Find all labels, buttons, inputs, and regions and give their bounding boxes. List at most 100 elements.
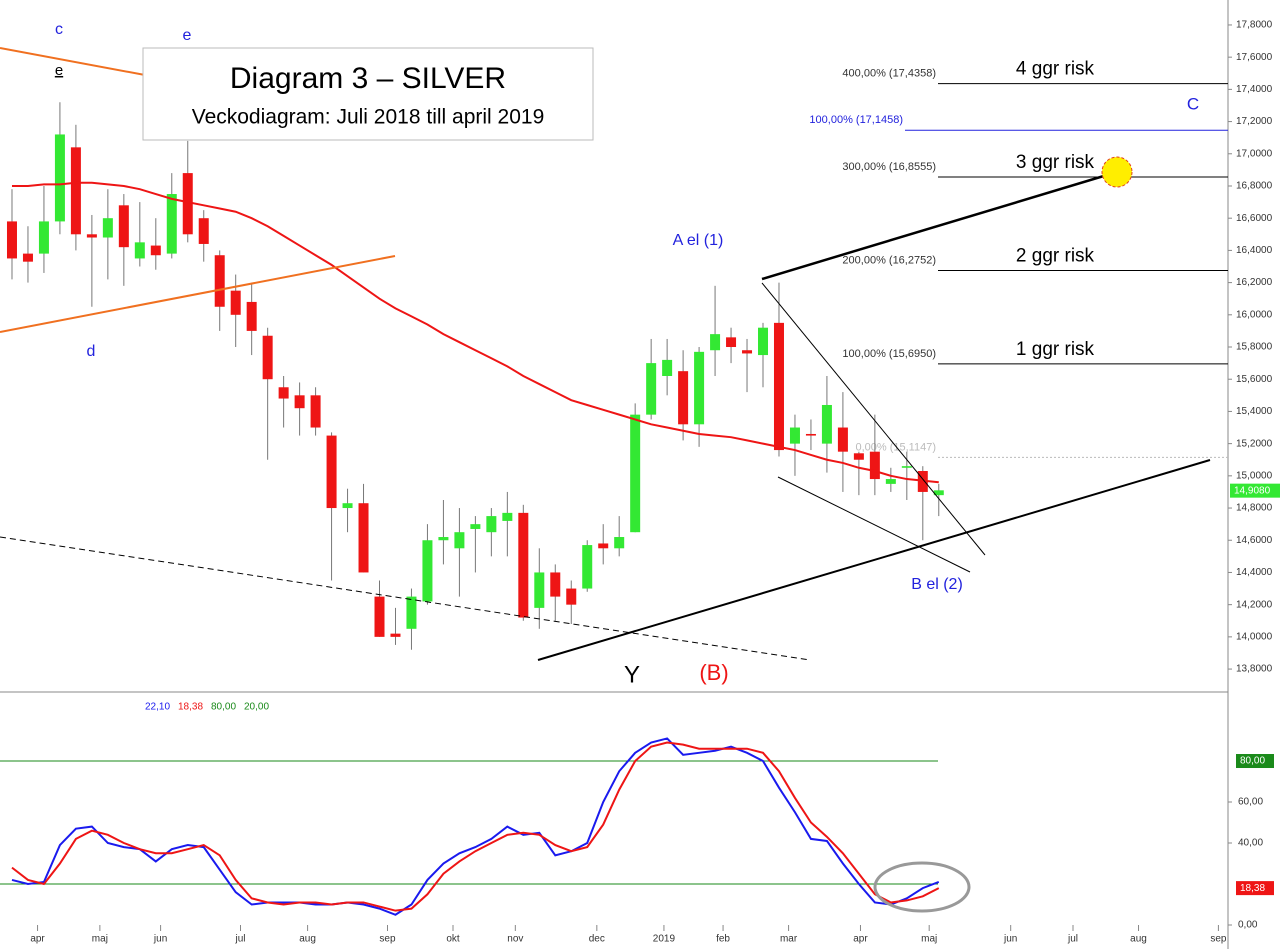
candle-body: [933, 490, 944, 496]
candle-body: [182, 173, 193, 235]
wave-label: (B): [699, 660, 728, 685]
title-box: [142, 47, 594, 141]
trend-line: [537, 459, 1211, 661]
highlight-ellipse: [873, 861, 971, 913]
candle-body: [742, 350, 753, 354]
x-tick-label: aug: [299, 934, 316, 945]
candle-body: [773, 322, 784, 451]
x-tick-label: nov: [507, 934, 523, 945]
x-tick-label: apr: [853, 934, 868, 945]
moving-average-line: [11, 181, 939, 484]
title: Diagram 3 – SILVER: [230, 62, 506, 95]
candle-body: [646, 363, 657, 415]
x-tick-label: feb: [716, 934, 730, 945]
wave-label: B el (2): [911, 576, 963, 593]
candle-body: [294, 395, 305, 409]
axis-value-box: [1236, 881, 1274, 896]
trend-line: [0, 536, 811, 661]
risk-label: 1 ggr risk: [1016, 339, 1095, 360]
y-tick-label: 17,8000: [1236, 20, 1273, 31]
x-tick-label: okt: [446, 934, 460, 945]
last-price-label: 14,9080: [1234, 485, 1271, 496]
candle-body: [758, 327, 769, 356]
candle-body: [885, 479, 896, 484]
x-tick-label: dec: [589, 934, 605, 945]
legend-entry: 22,10: [145, 702, 170, 713]
candle-body: [358, 503, 369, 573]
y-tick-label: 15,4000: [1236, 406, 1273, 417]
fib-label: 0,00% (15,1147): [855, 441, 936, 453]
candle-body: [310, 395, 321, 428]
axis-value-label: 18,38: [1240, 883, 1265, 894]
x-tick-label: jul: [234, 934, 245, 945]
fib-label: 100,00% (17,1458): [809, 114, 903, 126]
fib-label: 300,00% (16,8555): [842, 161, 936, 173]
last-price-box: [1230, 483, 1280, 498]
y-tick-label: 16,8000: [1236, 181, 1273, 192]
y-tick-label: 14,6000: [1236, 535, 1273, 546]
candle-body: [22, 253, 33, 262]
x-tick-label: maj: [92, 934, 108, 945]
y-tick-label: 13,8000: [1236, 664, 1273, 675]
y-tick-label: 17,4000: [1236, 84, 1273, 95]
x-tick-label: sep: [379, 934, 396, 945]
oscillator-line: [11, 741, 940, 912]
candle-body: [86, 234, 97, 238]
candle-body: [38, 221, 49, 254]
candle-body: [422, 540, 433, 602]
y-tick-label: 17,6000: [1236, 52, 1273, 63]
candle-body: [710, 334, 721, 351]
y-tick-label: 15,8000: [1236, 342, 1273, 353]
trend-line: [777, 476, 971, 573]
candle-body: [789, 427, 800, 444]
x-tick-label: maj: [921, 934, 937, 945]
target-marker: [1101, 156, 1133, 188]
subtitle: Veckodiagram: Juli 2018 till april 2019: [192, 106, 545, 129]
candle-body: [582, 545, 593, 589]
risk-label: 2 ggr risk: [1016, 246, 1095, 267]
candle-body: [278, 387, 289, 399]
candle-body: [614, 537, 625, 549]
candle-body: [390, 633, 401, 637]
x-tick-label: jun: [1003, 934, 1017, 945]
candle-body: [54, 134, 65, 222]
y-tick-label: 15,0000: [1236, 470, 1273, 481]
trend-line: [761, 170, 1118, 281]
candle-body: [150, 245, 161, 256]
x-tick-label: jun: [153, 934, 167, 945]
wave-label: e: [183, 27, 192, 44]
y-tick-label: 16,6000: [1236, 213, 1273, 224]
candle-body: [454, 532, 465, 549]
wave-label: d: [87, 343, 96, 360]
x-tick-label: 2019: [653, 934, 676, 945]
candle-body: [901, 466, 912, 468]
candle-body: [470, 524, 481, 529]
legend-entry: 18,38: [178, 702, 203, 713]
candle-body: [166, 194, 177, 254]
y-tick-label: 17,0000: [1236, 148, 1273, 159]
candle-body: [70, 147, 81, 235]
candle-body: [662, 359, 673, 376]
trend-line: [761, 282, 986, 556]
candle-body: [518, 512, 529, 618]
candle-body: [805, 433, 816, 436]
y-tick-label: 14,2000: [1236, 599, 1273, 610]
candle-body: [134, 242, 145, 259]
axis-value-box: [1236, 754, 1274, 769]
trend-line: [0, 47, 146, 76]
y-tick-label: 15,6000: [1236, 374, 1273, 385]
legend-entry: 80,00: [211, 702, 236, 713]
legend-entry: 20,00: [244, 702, 269, 713]
y-tick-label: 14,8000: [1236, 503, 1273, 514]
candle-body: [246, 301, 257, 331]
axis-value-label: 80,00: [1240, 756, 1265, 767]
candle-body: [406, 596, 417, 629]
y-tick-label: 14,0000: [1236, 632, 1273, 643]
candle-body: [598, 543, 609, 549]
candle-body: [869, 451, 880, 480]
candle-body: [342, 503, 353, 509]
candle-body: [726, 337, 737, 348]
trend-line: [0, 255, 396, 333]
candle-body: [821, 404, 832, 444]
